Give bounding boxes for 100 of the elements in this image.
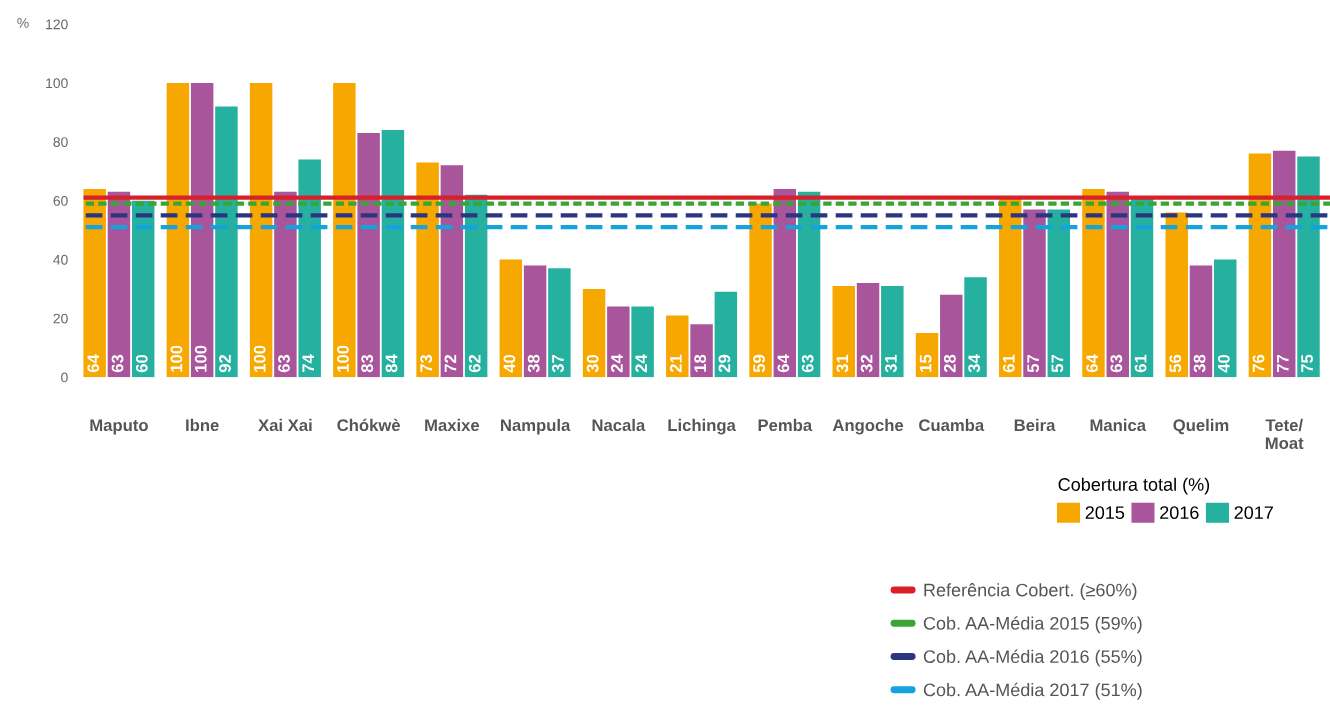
x-tick-label: Ibne bbox=[186, 418, 219, 432]
data-label: 56 bbox=[1169, 354, 1182, 373]
bar bbox=[666, 315, 689, 378]
legend-title: Cobertura total (%) bbox=[1058, 477, 1210, 495]
bar bbox=[83, 188, 106, 378]
bar bbox=[1047, 209, 1071, 378]
x-tick-label: Pemba bbox=[758, 418, 813, 432]
data-label: 100 bbox=[337, 345, 349, 372]
bar bbox=[690, 324, 713, 378]
x-tick-label: Xai Xai bbox=[258, 418, 312, 432]
legend-label: Cob. AA-Média 2016 (55%) bbox=[923, 649, 1142, 667]
bar bbox=[749, 203, 772, 378]
data-label: 40 bbox=[1217, 354, 1230, 373]
data-label: 63 bbox=[1110, 354, 1123, 373]
bar bbox=[131, 200, 155, 378]
legend-label: Cob. AA-Média 2017 (51%) bbox=[923, 682, 1142, 700]
x-tick-label: Chókwè bbox=[337, 418, 401, 432]
bar bbox=[333, 82, 356, 378]
bar bbox=[1130, 197, 1154, 378]
legend-label: 2017 bbox=[1234, 506, 1273, 520]
y-tick-label: 20 bbox=[53, 313, 68, 324]
data-label: 60 bbox=[135, 354, 148, 373]
bar bbox=[1165, 212, 1188, 378]
data-label: 37 bbox=[552, 354, 564, 373]
data-label: 32 bbox=[860, 354, 873, 373]
data-label: 18 bbox=[694, 354, 707, 372]
data-label: 62 bbox=[468, 354, 481, 373]
bar bbox=[274, 191, 297, 378]
bar bbox=[832, 285, 856, 378]
data-label: 76 bbox=[1252, 354, 1265, 373]
data-label: 63 bbox=[111, 354, 124, 373]
bar bbox=[440, 165, 464, 378]
y-tick-label: 40 bbox=[53, 254, 68, 265]
data-label: 31 bbox=[884, 354, 897, 373]
data-label: 77 bbox=[1277, 354, 1289, 373]
data-label: 29 bbox=[718, 354, 731, 373]
bar bbox=[249, 82, 273, 378]
x-tick-label: Manica bbox=[1090, 418, 1147, 432]
y-tick-label: 100 bbox=[46, 78, 68, 89]
data-label: 38 bbox=[527, 354, 540, 373]
data-label: 73 bbox=[420, 354, 433, 373]
legend-label: 2015 bbox=[1085, 506, 1125, 520]
data-label: 40 bbox=[503, 354, 516, 373]
legend-label: 2016 bbox=[1160, 506, 1199, 520]
bar bbox=[166, 82, 190, 378]
bar bbox=[1082, 188, 1105, 378]
x-tick-label: Beira bbox=[1014, 418, 1056, 432]
bar bbox=[416, 162, 439, 378]
data-label: 64 bbox=[777, 354, 790, 373]
x-tick-label: Nampula bbox=[501, 418, 571, 435]
data-label: 63 bbox=[801, 354, 814, 373]
legend-label: Referência Cobert. (≥60%) bbox=[924, 583, 1137, 600]
data-label: 38 bbox=[1193, 354, 1206, 373]
legend-label: Cob. AA-Média 2015 (59%) bbox=[923, 616, 1142, 634]
bar bbox=[607, 306, 630, 378]
bar bbox=[1189, 265, 1213, 378]
x-tick-label: Maputo bbox=[90, 419, 148, 435]
data-label: 15 bbox=[919, 354, 932, 372]
bar bbox=[1248, 153, 1272, 378]
bar bbox=[190, 82, 214, 378]
data-label: 28 bbox=[943, 354, 956, 373]
data-label: 30 bbox=[586, 354, 599, 373]
bar bbox=[964, 277, 987, 378]
x-tick-label: Maxixe bbox=[425, 418, 480, 432]
x-tick-label: Quelim bbox=[1173, 418, 1229, 435]
data-label: 34 bbox=[968, 354, 981, 373]
bar bbox=[298, 159, 321, 378]
x-tick-label: Nacala bbox=[592, 418, 646, 432]
data-label: 63 bbox=[278, 354, 290, 373]
data-label: 64 bbox=[1086, 354, 1098, 373]
data-label: 72 bbox=[444, 354, 457, 373]
data-label: 83 bbox=[361, 354, 374, 373]
data-label: 74 bbox=[302, 354, 314, 373]
bar bbox=[499, 259, 523, 378]
bar bbox=[1297, 156, 1320, 378]
data-label: 31 bbox=[836, 354, 849, 373]
bar bbox=[215, 106, 238, 378]
data-label: 57 bbox=[1027, 354, 1039, 373]
y-tick-label: 60 bbox=[53, 195, 68, 206]
y-tick-label: 120 bbox=[46, 19, 68, 30]
data-label: 100 bbox=[170, 345, 183, 372]
bar bbox=[856, 283, 880, 378]
data-label: 61 bbox=[1134, 354, 1147, 373]
bar bbox=[1272, 150, 1296, 378]
data-label: 59 bbox=[753, 354, 766, 373]
y-tick-label: 0 bbox=[61, 372, 68, 383]
x-tick-label: Cuamba bbox=[919, 418, 985, 432]
bar bbox=[1214, 259, 1237, 378]
x-tick-label: Lichinga bbox=[668, 418, 736, 435]
bar bbox=[999, 197, 1022, 378]
data-label: 64 bbox=[87, 354, 100, 373]
bar bbox=[714, 291, 738, 378]
data-label: 75 bbox=[1301, 354, 1313, 373]
bar bbox=[940, 294, 963, 378]
bar bbox=[357, 132, 380, 378]
y-axis-title: % bbox=[17, 18, 29, 28]
bar bbox=[631, 306, 654, 378]
bar bbox=[381, 130, 405, 378]
data-label: 24 bbox=[635, 354, 647, 373]
bar bbox=[548, 268, 571, 378]
